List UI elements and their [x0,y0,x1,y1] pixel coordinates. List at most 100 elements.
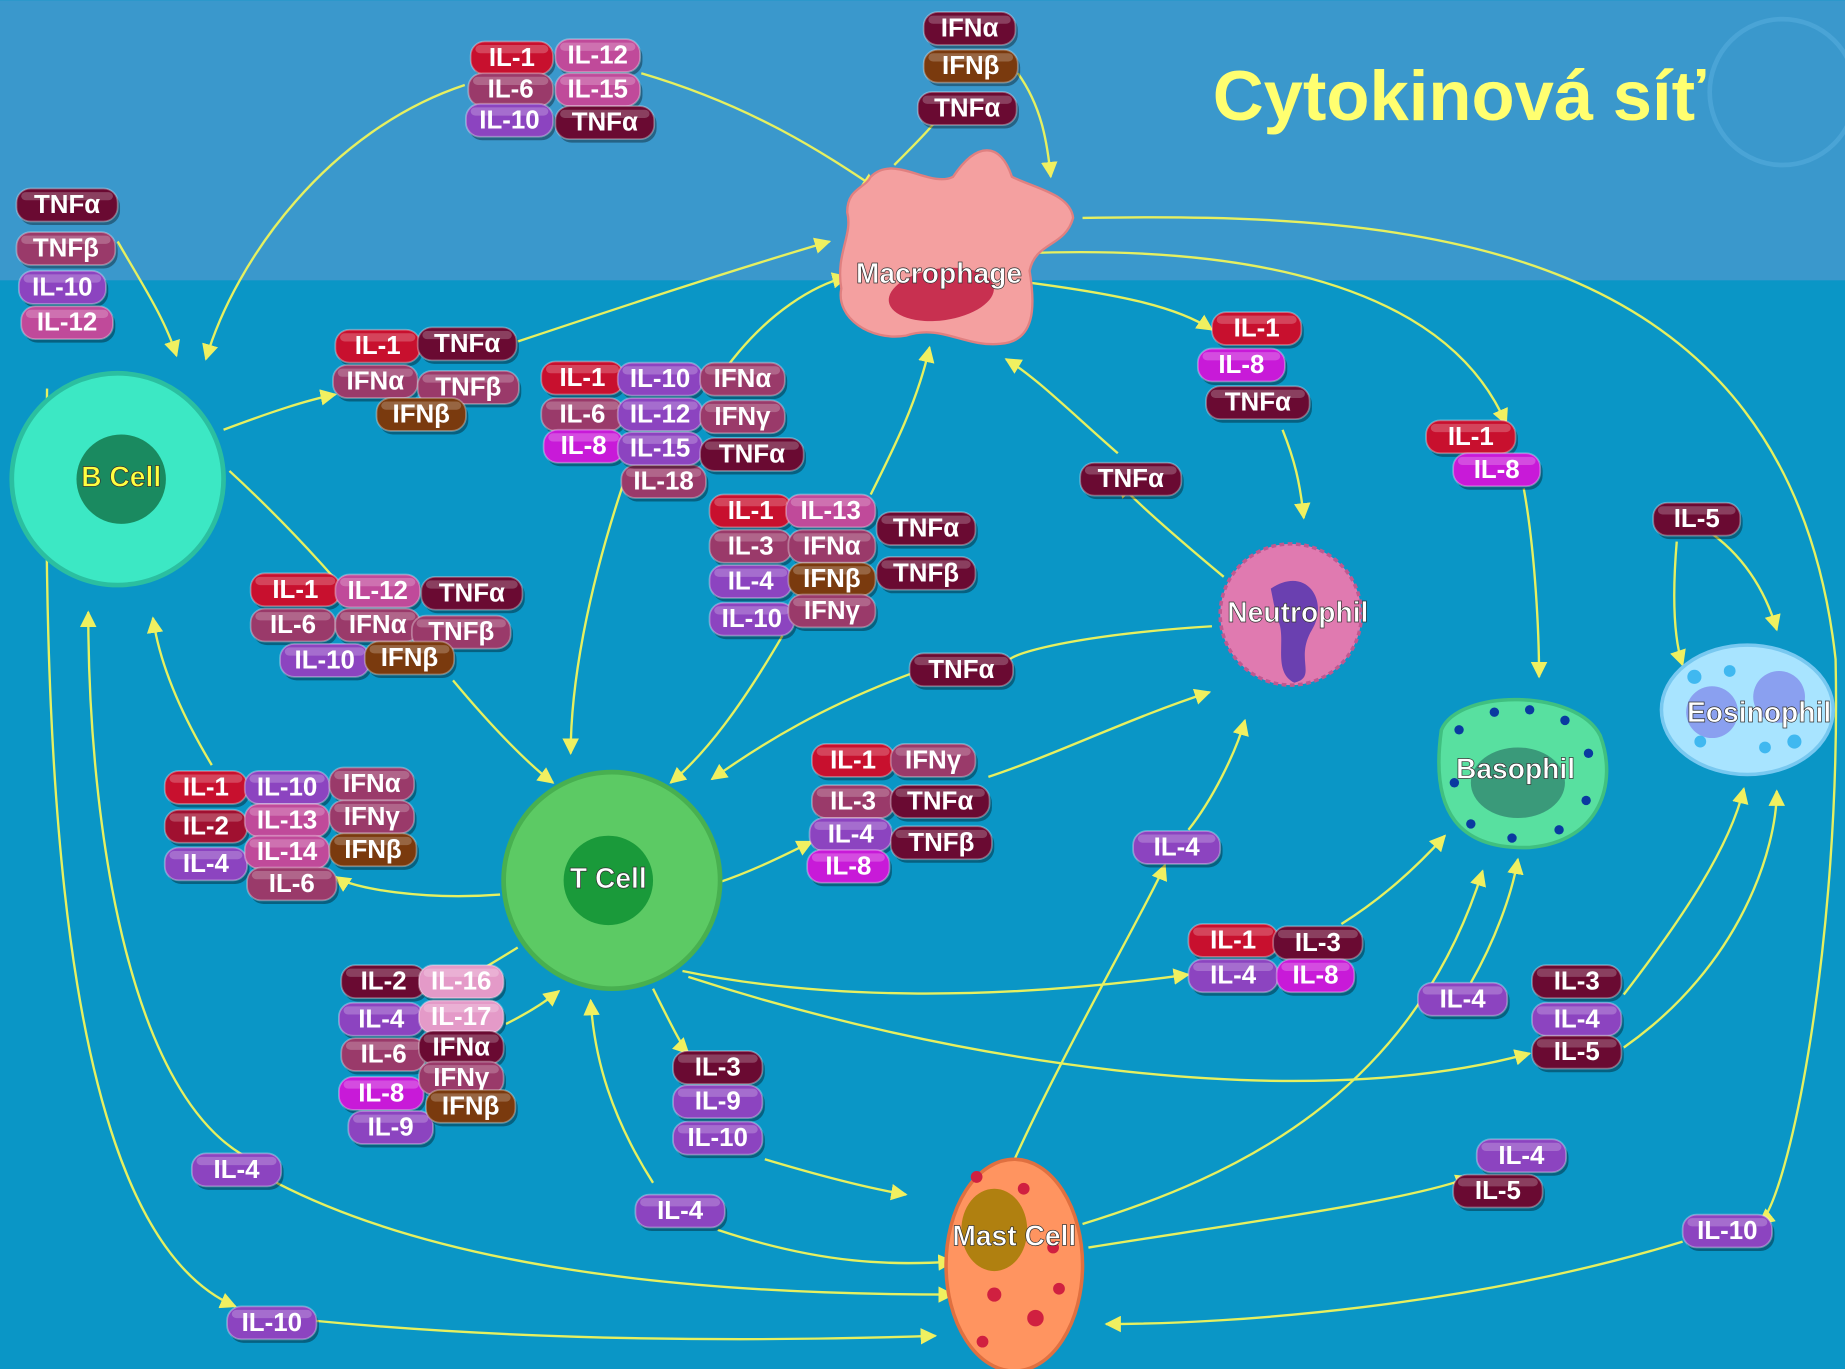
cytokine-tag: TNFβ [891,826,995,862]
tag-label: TNFα [1098,465,1164,493]
tag-label: IL-1 [830,746,876,774]
cytokine-tag: IL-2 [341,965,428,1001]
tag-label: IL-10 [32,273,92,301]
tag-label: TNFβ [33,235,99,263]
cytokine-group: TNFα [1080,463,1184,499]
cytokine-tag: IFNα [700,363,787,399]
tag-label: IL-4 [1154,833,1201,861]
tag-label: IL-1 [355,332,401,360]
cytokine-tag: IL-6 [251,609,338,645]
cell-label: Neutrophil [1227,596,1368,628]
cytokine-tag: IL-1 [541,362,626,398]
tag-label: IL-15 [568,76,628,104]
cytokine-tag: IL-10 [618,363,705,399]
tag-label: IFNβ [942,52,999,80]
tag-label: IFNβ [344,836,401,864]
cytokine-tag: IL-4 [1532,1003,1624,1039]
cytokine-group: IL-4 [635,1195,727,1231]
tag-label: IL-10 [479,106,539,134]
cytokine-tag: IL-3 [710,530,795,566]
cytokine-tag: TNFα [1080,463,1184,499]
cytokine-group: IL-4 [1133,831,1222,867]
cytokine-tag: TNFα [700,438,806,474]
cell-label: Eosinophil [1687,696,1831,728]
tag-label: IL-3 [1295,929,1341,957]
cytokine-group: TNFα TNFβ IL-10 IL-12 [16,189,120,343]
tag-label: IL-8 [1474,456,1520,484]
cytokine-tag: TNFα [910,653,1016,689]
cytokine-tag: IL-1 [251,573,343,609]
cytokine-tag: IL-9 [348,1111,435,1147]
cytokine-tag: IFNγ [329,800,416,836]
tag-label: IL-3 [695,1054,741,1082]
cytokine-tag: IL-8 [1453,453,1542,489]
tag-label: IFNγ [804,597,861,625]
cytokine-tag: IL-4 [339,1003,426,1039]
tag-label: IL-10 [630,365,690,393]
cytokine-tag: IFNα [329,767,416,803]
tag-label: IL-2 [361,968,407,996]
tag-label: IL-12 [568,42,628,70]
tag-label: IL-6 [559,400,605,428]
cytokine-group: IL-4 [192,1153,284,1189]
cytokine-tag: IL-4 [1133,831,1222,867]
tag-label: IL-10 [295,646,355,674]
tag-label: IL-1 [559,364,605,392]
cytokine-tag: IL-10 [1683,1215,1775,1251]
cytokine-tag: IL-4 [710,565,795,601]
cytokine-tag: IL-5 [1653,503,1742,539]
cytokine-tag: IL-5 [1453,1175,1545,1211]
cytokine-tag: IL-5 [1532,1036,1624,1072]
cytokine-tag: IL-15 [555,73,642,109]
tag-label: TNFα [719,440,785,468]
tag-label: IL-4 [828,821,875,849]
tag-label: IFNα [432,1034,490,1062]
tag-label: IL-10 [257,773,317,801]
tag-label: IL-10 [242,1309,302,1337]
cell-label: Basophil [1456,752,1575,784]
cytokine-tag: IFNβ [924,50,1020,86]
cytokine-tag: IL-4 [1477,1139,1569,1175]
cytokine-tag: IL-2 [165,810,250,846]
tag-label: IFNβ [442,1092,499,1120]
cytokine-tag: IL-4 [1188,959,1280,995]
tag-label: IFNα [349,611,407,639]
cytokine-tag: TNFα [555,106,656,142]
tag-label: TNFα [34,191,100,219]
tag-label: TNFα [934,95,1000,123]
cytokine-tag: IL-12 [21,306,115,342]
tag-label: TNFβ [893,559,959,587]
tag-label: IL-4 [1498,1142,1545,1170]
tag-label: IL-2 [183,812,229,840]
cell-label: B Cell [81,461,161,493]
cytokine-tag: IL-8 [339,1077,426,1113]
cytokine-tag: IL-3 [1273,926,1365,962]
cytokine-tag: TNFα [877,512,978,548]
cytokine-group: IL-10 [227,1306,319,1342]
cytokine-tag: IL-8 [1277,959,1357,995]
tag-label: TNFα [893,515,959,543]
cytokine-group: IL-4 [1418,983,1510,1019]
cytokine-group: IL-3IL-4IL-5 [1532,965,1624,1072]
tag-label: IL-8 [561,432,607,460]
cytokine-tag: IL-18 [621,465,708,501]
tag-label: IL-1 [1210,926,1256,954]
cytokine-tag: IL-4 [165,847,250,883]
tag-label: IFNα [941,15,999,43]
tag-label: TNFβ [908,829,974,857]
tag-label: IL-4 [183,850,230,878]
cytokine-tag: TNFβ [877,557,978,593]
cytokine-tag: IL-10 [227,1306,319,1342]
cytokine-group: IL-1IL-12IL-6IL-15IL-10TNFα [466,39,657,143]
tag-label: IL-8 [1292,962,1338,990]
tag-label: IL-9 [695,1088,741,1116]
cytokine-tag: IL-16 [419,965,506,1001]
cytokine-tag: IFNγ [891,744,978,780]
tag-label: IL-14 [257,838,318,866]
tag-label: IL-3 [728,532,774,560]
tag-label: IL-4 [358,1005,405,1033]
tag-label: TNFα [439,579,505,607]
cytokine-tag: IL-1 [165,771,250,807]
tag-label: IL-3 [830,788,876,816]
tag-label: IL-18 [633,468,693,496]
